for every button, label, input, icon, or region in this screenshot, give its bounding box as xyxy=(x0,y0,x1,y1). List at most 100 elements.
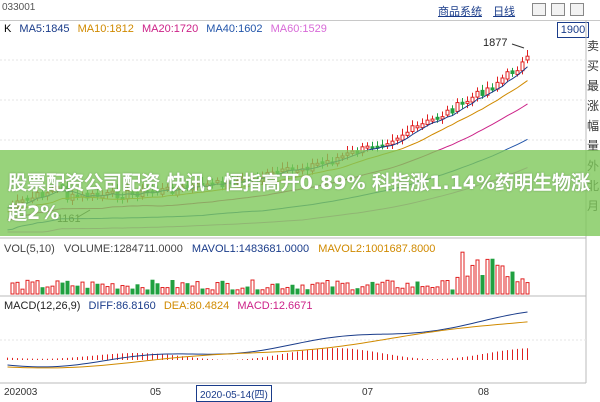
volume-bar xyxy=(125,285,130,295)
candle-body xyxy=(485,87,490,96)
candle-body xyxy=(385,143,390,147)
volume-bar xyxy=(245,286,250,295)
volume-bar xyxy=(340,282,345,295)
volume-bar xyxy=(510,271,515,295)
volume-bar xyxy=(475,259,480,295)
macd-legend: MACD(12,26,9) DIFF:86.8160 DEA:80.4824 M… xyxy=(4,300,318,312)
volume-bar xyxy=(175,287,180,295)
volume-bar xyxy=(95,283,100,295)
dea-line xyxy=(7,321,528,369)
volume-bar xyxy=(120,285,125,295)
volume-bar xyxy=(140,287,145,295)
volume-bar xyxy=(65,280,70,295)
candle-body xyxy=(475,90,480,98)
volume-bar xyxy=(70,285,75,295)
candle-body xyxy=(435,116,440,120)
candle-body xyxy=(500,77,505,84)
grid xyxy=(0,59,586,341)
volume-bar xyxy=(395,287,400,295)
volume-bar xyxy=(405,282,410,295)
link-goods[interactable]: 商品系统 xyxy=(438,6,482,18)
minimize-icon[interactable] xyxy=(532,3,546,16)
x-axis-label-08: 08 xyxy=(478,387,490,398)
link-daily[interactable]: 日线 xyxy=(493,6,516,18)
ma10-label: MA10:1812 xyxy=(77,23,134,35)
volume-bar xyxy=(145,289,150,295)
selected-date[interactable]: 2020-05-14(四) xyxy=(196,385,272,402)
volume-bar xyxy=(295,288,300,295)
volume-bar xyxy=(160,287,165,295)
volume-bar xyxy=(130,288,135,295)
right-item-buy[interactable]: 买 xyxy=(586,59,599,73)
volume-bar xyxy=(220,280,225,295)
candle-body xyxy=(525,55,530,61)
headline-text: 股票配资公司配资 快讯：恒指高开0.89% 科指涨1.14%药明生物涨超2% xyxy=(8,172,591,224)
volume-bar xyxy=(365,284,370,295)
volume-value: VOLUME:1284711.0000 xyxy=(63,243,183,255)
volume-bar xyxy=(20,288,25,295)
volume-bar xyxy=(155,283,160,295)
volume-bar xyxy=(335,280,340,295)
volume-bar xyxy=(440,280,445,295)
candle-body xyxy=(490,87,495,91)
volume-bar xyxy=(445,280,450,295)
maximize-icon[interactable] xyxy=(551,3,566,16)
diff-line xyxy=(7,311,528,368)
x-axis-label-07: 07 xyxy=(362,387,374,398)
volume-bar xyxy=(290,284,295,295)
volume-bar xyxy=(180,282,185,295)
candle-body xyxy=(455,102,460,112)
volume-bars xyxy=(10,251,530,295)
macd-indicator xyxy=(7,311,528,369)
volume-title: VOL(5,10) xyxy=(4,243,55,255)
volume-bar xyxy=(500,265,505,295)
right-item-sell[interactable]: 卖 xyxy=(586,39,599,53)
candle-body xyxy=(505,71,510,80)
candle-body xyxy=(520,61,525,72)
candle-body xyxy=(390,140,395,145)
candle-body xyxy=(480,89,485,96)
candle-body xyxy=(420,123,425,129)
volume-bar xyxy=(90,281,95,295)
volume-bar xyxy=(255,289,260,295)
volume-bar xyxy=(265,287,270,295)
volume-bar xyxy=(355,288,360,295)
volume-bar xyxy=(75,285,80,295)
volume-bar xyxy=(10,282,15,295)
volume-bar xyxy=(30,281,35,295)
volume-bar xyxy=(205,288,210,295)
volume-bar xyxy=(170,280,175,295)
volume-bar xyxy=(425,285,430,295)
headline-banner xyxy=(0,150,600,236)
volume-bar xyxy=(215,282,220,295)
volume-bar xyxy=(420,286,425,295)
volume-bar xyxy=(300,284,305,295)
mavol1-value: MAVOL1:1483681.0000 xyxy=(191,243,310,255)
volume-bar xyxy=(485,258,490,295)
volume-bar xyxy=(150,279,155,295)
volume-bar xyxy=(100,283,105,295)
volume-bar xyxy=(455,276,460,295)
volume-bar xyxy=(225,282,230,295)
volume-bar xyxy=(40,287,45,295)
volume-bar xyxy=(490,258,495,295)
volume-bar xyxy=(275,283,280,295)
volume-bar xyxy=(235,289,240,295)
k-label: K xyxy=(4,23,12,35)
volume-bar xyxy=(55,280,60,295)
macd-dea: DEA:80.4824 xyxy=(163,300,230,312)
candle-body xyxy=(400,134,405,141)
volume-bar xyxy=(285,286,290,295)
mavol2-value: MAVOL2:1001687.8000 xyxy=(318,243,436,255)
volume-bar xyxy=(465,275,470,295)
right-item-rate: 幅 xyxy=(586,119,599,133)
volume-bar xyxy=(515,281,520,295)
candle-body xyxy=(410,125,415,132)
volume-bar xyxy=(480,275,485,295)
volume-bar xyxy=(495,264,500,295)
macd-title: MACD(12,26,9) xyxy=(4,300,81,312)
volume-bar xyxy=(400,287,405,295)
candle-body xyxy=(430,118,435,122)
volume-bar xyxy=(315,282,320,295)
close-icon[interactable] xyxy=(570,3,585,16)
